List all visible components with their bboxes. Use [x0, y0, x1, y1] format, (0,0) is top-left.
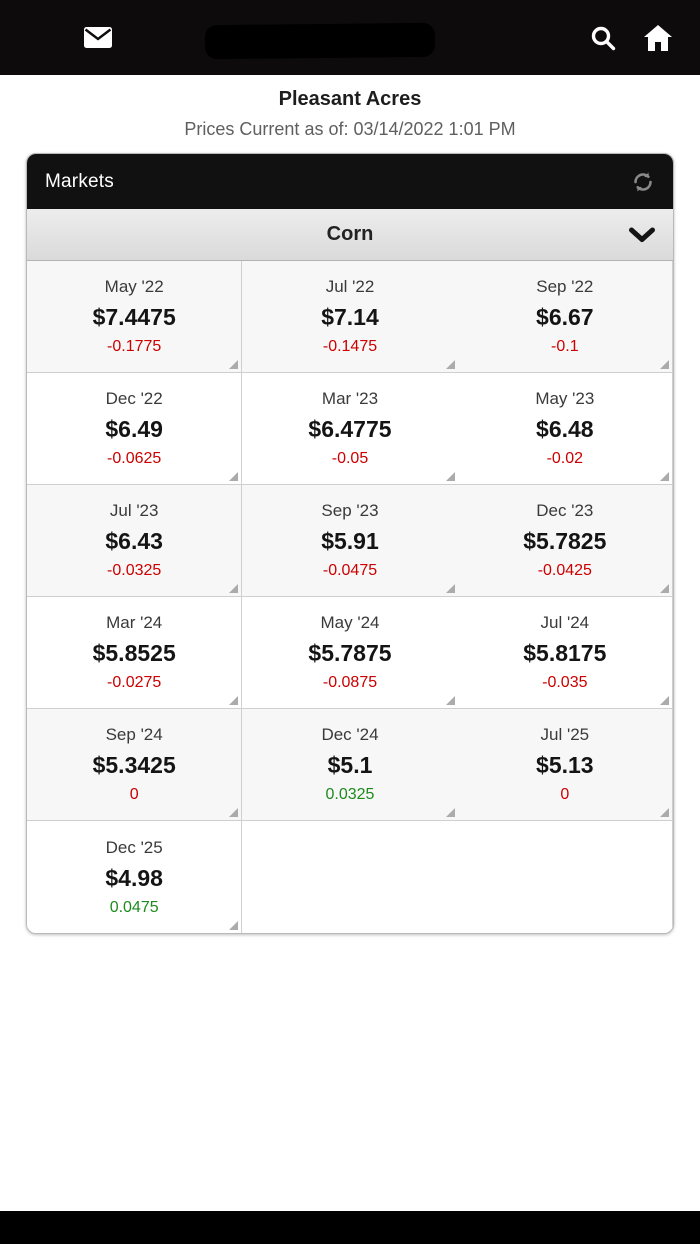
- market-quote-cell[interactable]: Jul '25 $5.13 0: [457, 709, 673, 821]
- contract-month: Mar '23: [321, 389, 379, 408]
- contract-change: -0.02: [546, 450, 584, 467]
- contract-month: Dec '23: [536, 501, 594, 520]
- market-quote-cell[interactable]: [457, 821, 673, 933]
- market-quote-grid: May '22 $7.4475 -0.1775 Jul '22 $7.14 -0…: [27, 261, 673, 933]
- contract-change: 0: [129, 786, 139, 803]
- contract-month: Dec '25: [105, 837, 163, 857]
- corner-handle-icon: [659, 584, 669, 593]
- corner-handle-icon: [445, 472, 455, 481]
- contract-change: 0.0325: [325, 786, 375, 803]
- top-app-bar: [0, 0, 700, 75]
- corner-handle-icon: [229, 696, 239, 705]
- corner-handle-icon: [659, 696, 669, 705]
- contract-change: -0.0425: [537, 562, 592, 579]
- corner-handle-icon: [445, 696, 455, 705]
- market-quote-cell[interactable]: Jul '22 $7.14 -0.1475: [242, 261, 458, 373]
- bottom-bar: [0, 1211, 700, 1244]
- contract-month: May '23: [535, 389, 595, 408]
- contract-price: $7.14: [321, 304, 379, 330]
- contract-change: -0.035: [542, 674, 588, 691]
- markets-card-header: Markets: [27, 154, 673, 209]
- corner-handle-icon: [445, 808, 455, 817]
- contract-month: May '24: [320, 613, 380, 632]
- corner-handle-icon: [445, 360, 455, 369]
- market-quote-cell[interactable]: Dec '23 $5.7825 -0.0425: [457, 485, 673, 597]
- contract-month: Sep '23: [321, 501, 379, 520]
- home-icon[interactable]: [644, 24, 672, 51]
- contract-month: Dec '24: [321, 725, 379, 744]
- contract-month: Jul '24: [540, 613, 590, 632]
- market-quote-cell[interactable]: Sep '23 $5.91 -0.0475: [242, 485, 458, 597]
- contract-month: Dec '22: [105, 389, 163, 408]
- contract-price: $5.91: [321, 528, 379, 554]
- page-title: Pleasant Acres: [278, 88, 422, 110]
- market-quote-cell[interactable]: Jul '24 $5.8175 -0.035: [457, 597, 673, 709]
- contract-change: -0.0875: [322, 674, 378, 691]
- contract-month: Jul '25: [540, 725, 590, 744]
- contract-change: -0.1475: [322, 338, 378, 355]
- contract-price: $5.1: [327, 752, 373, 778]
- menu-icon[interactable]: [28, 25, 58, 50]
- contract-change: -0.0625: [107, 450, 162, 467]
- markets-card: Markets Corn May '22 $7.4475 -0.1775: [26, 153, 674, 934]
- corner-handle-icon: [659, 472, 669, 481]
- market-quote-cell[interactable]: Sep '24 $5.3425 0: [27, 709, 243, 821]
- market-quote-cell[interactable]: Mar '24 $5.8525 -0.0275: [27, 597, 243, 709]
- contract-change: -0.1775: [107, 338, 162, 355]
- corner-handle-icon: [229, 808, 239, 817]
- market-quote-cell[interactable]: May '22 $7.4475 -0.1775: [27, 261, 243, 373]
- market-quote-cell[interactable]: Jul '23 $6.43 -0.0325: [27, 485, 243, 597]
- contract-change: -0.05: [331, 450, 369, 467]
- contract-change: -0.0325: [107, 562, 162, 579]
- contract-price: $6.48: [536, 416, 594, 442]
- contract-month: Sep '24: [105, 725, 163, 744]
- commodity-name: Corn: [326, 223, 374, 245]
- contract-month: Mar '24: [106, 613, 163, 632]
- contract-price: $6.67: [536, 304, 594, 330]
- contract-change: 0.0475: [109, 898, 159, 916]
- contract-price: $5.3425: [92, 752, 176, 778]
- contract-change: -0.0275: [107, 674, 162, 691]
- market-quote-cell[interactable]: May '24 $5.7875 -0.0875: [242, 597, 458, 709]
- markets-card-title: Markets: [45, 170, 114, 192]
- contract-change: 0: [560, 786, 570, 803]
- contract-month: May '22: [104, 277, 164, 296]
- prices-current-timestamp: Prices Current as of: 03/14/2022 1:01 PM: [184, 119, 516, 139]
- corner-handle-icon: [229, 360, 239, 369]
- chevron-down-icon: [629, 227, 655, 242]
- market-quote-cell[interactable]: Dec '22 $6.49 -0.0625: [27, 373, 243, 485]
- contract-price: $6.43: [105, 528, 163, 554]
- search-icon[interactable]: [590, 25, 616, 51]
- contract-change: -0.1: [551, 338, 579, 355]
- contract-price: $6.4775: [308, 416, 392, 442]
- redacted-logo: [204, 22, 436, 60]
- corner-handle-icon: [659, 360, 669, 369]
- contract-price: $6.49: [105, 416, 163, 442]
- contract-month: Jul '23: [109, 501, 159, 520]
- market-quote-cell[interactable]: Mar '23 $6.4775 -0.05: [242, 373, 458, 485]
- commodity-selector[interactable]: Corn: [27, 209, 673, 261]
- corner-handle-icon: [445, 584, 455, 593]
- market-quote-cell[interactable]: May '23 $6.48 -0.02: [457, 373, 673, 485]
- contract-price: $5.7875: [308, 640, 392, 666]
- contract-price: $5.7825: [523, 528, 607, 554]
- corner-handle-icon: [229, 472, 239, 481]
- corner-handle-icon: [229, 921, 239, 930]
- market-quote-cell[interactable]: [242, 821, 458, 933]
- contract-price: $5.8175: [523, 640, 607, 666]
- contract-price: $5.8525: [92, 640, 176, 666]
- contract-change: -0.0475: [322, 562, 378, 579]
- corner-handle-icon: [229, 584, 239, 593]
- contract-price: $7.4475: [92, 304, 176, 330]
- market-quote-cell[interactable]: Sep '22 $6.67 -0.1: [457, 261, 673, 373]
- market-quote-cell[interactable]: Dec '24 $5.1 0.0325: [242, 709, 458, 821]
- market-quote-cell[interactable]: Dec '25 $4.98 0.0475: [27, 821, 243, 933]
- refresh-icon[interactable]: [631, 170, 655, 194]
- corner-handle-icon: [659, 808, 669, 817]
- mail-icon[interactable]: [84, 27, 112, 48]
- contract-month: Sep '22: [536, 277, 594, 296]
- contract-price: $5.13: [536, 752, 594, 778]
- contract-month: Jul '22: [325, 277, 375, 296]
- contract-price: $4.98: [105, 864, 163, 891]
